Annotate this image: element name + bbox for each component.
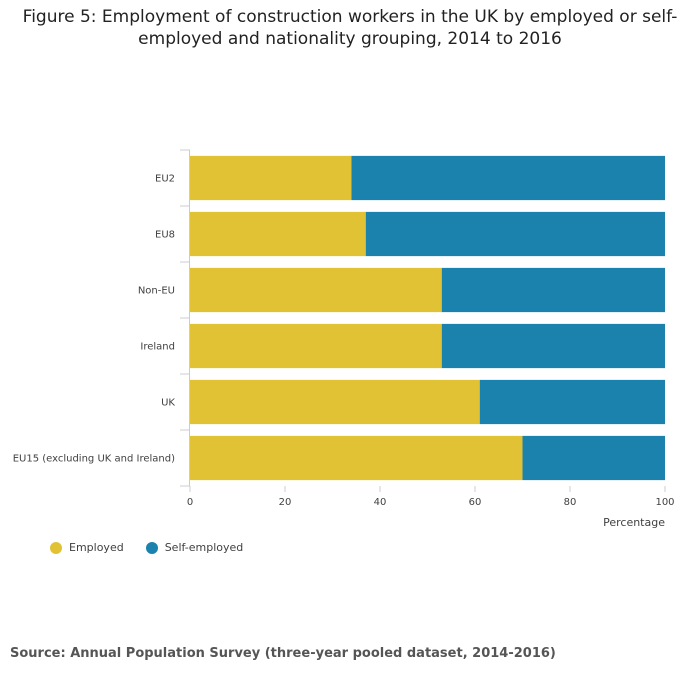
- bar-employed-eu15-excluding-uk-and-ireland-[interactable]: [190, 435, 523, 481]
- value-tick-label: 20: [279, 497, 292, 508]
- category-axis: EU2 EU8 Non-EU Ireland UK EU15 (excluding UK …: [13, 149, 190, 487]
- bar-self-employed-ireland[interactable]: [441, 323, 665, 369]
- bar-self-employed-eu15-excluding-uk-and-ireland-[interactable]: [522, 435, 666, 481]
- bar-employed-eu2[interactable]: [190, 155, 352, 201]
- legend-item-self-employed[interactable]: Self-employed: [145, 541, 244, 554]
- legend-dot-employed-icon: [50, 541, 62, 554]
- value-tick-label: 40: [374, 497, 387, 508]
- value-tick-label: 100: [655, 497, 674, 508]
- value-axis: 0 20 40 60 80 100: [187, 486, 675, 508]
- legend-dot-self-employed-icon: [145, 541, 158, 554]
- bar-self-employed-non-eu[interactable]: [441, 267, 665, 313]
- legend-item-employed[interactable]: Employed: [50, 541, 124, 554]
- category-label: EU15 (excluding UK and Ireland): [13, 454, 175, 465]
- legend-label-employed: Employed: [69, 541, 124, 554]
- bar-self-employed-eu2[interactable]: [351, 155, 666, 201]
- stacked-bar-chart: EU2 EU8 Non-EU Ireland UK EU15 (excluding UK …: [13, 149, 675, 529]
- category-label: EU2: [155, 174, 175, 185]
- bar-employed-ireland[interactable]: [190, 323, 442, 369]
- value-tick-label: 60: [469, 497, 482, 508]
- bar-self-employed-uk[interactable]: [479, 379, 665, 425]
- bar-self-employed-eu8[interactable]: [365, 211, 665, 257]
- value-tick-label: 80: [564, 497, 577, 508]
- category-label: Ireland: [140, 342, 175, 353]
- bar-employed-non-eu[interactable]: [190, 267, 442, 313]
- legend: Employed Self-employed: [50, 541, 265, 554]
- bar-employed-eu8[interactable]: [190, 211, 366, 257]
- category-label: EU8: [155, 230, 175, 241]
- bars-group: [190, 155, 666, 481]
- category-label: Non-EU: [138, 286, 175, 297]
- bar-employed-uk[interactable]: [190, 379, 480, 425]
- legend-label-self-employed: Self-employed: [164, 541, 244, 554]
- chart-title: Figure 5: Employment of construction wor…: [22, 7, 678, 49]
- value-tick-label: 0: [187, 497, 193, 508]
- category-label: UK: [161, 398, 175, 409]
- x-axis-title: Percentage: [603, 516, 665, 529]
- source-note: Source: Annual Population Survey (three-…: [10, 646, 556, 661]
